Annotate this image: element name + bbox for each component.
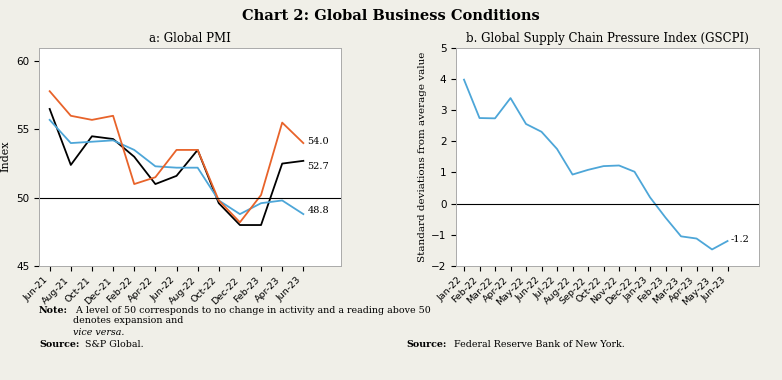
Composite	[214, 201, 224, 206]
Manufacturing	[214, 198, 224, 203]
Manufacturing	[299, 212, 308, 216]
Manufacturing	[278, 198, 287, 203]
Text: A level of 50 corresponds to no change in activity and a reading above 50
denote: A level of 50 corresponds to no change i…	[73, 306, 430, 325]
Composite	[193, 148, 203, 152]
Text: 54.0: 54.0	[307, 137, 329, 146]
Text: -1.2: -1.2	[730, 235, 749, 244]
Composite	[130, 154, 139, 159]
Line: Manufacturing: Manufacturing	[50, 120, 303, 214]
Composite	[256, 223, 266, 227]
Services	[278, 120, 287, 125]
Composite	[151, 182, 160, 186]
Text: Note:: Note:	[39, 306, 68, 315]
Services	[45, 89, 55, 93]
Manufacturing	[151, 164, 160, 169]
Title: b. Global Supply Chain Pressure Index (GSCPI): b. Global Supply Chain Pressure Index (G…	[466, 32, 749, 45]
Text: Source:: Source:	[39, 340, 80, 349]
Composite	[45, 107, 55, 111]
Composite	[235, 223, 245, 227]
Manufacturing	[235, 212, 245, 216]
Services	[151, 175, 160, 179]
Services	[88, 117, 97, 122]
Services	[109, 114, 118, 118]
Manufacturing	[172, 165, 181, 170]
Line: Services: Services	[50, 91, 303, 222]
Composite	[109, 137, 118, 141]
Composite	[299, 158, 308, 163]
Services	[66, 114, 76, 118]
Manufacturing	[109, 138, 118, 142]
Services	[235, 220, 245, 225]
Manufacturing	[66, 141, 76, 146]
Text: 48.8: 48.8	[307, 206, 329, 214]
Manufacturing	[130, 148, 139, 152]
Services	[193, 148, 203, 152]
Title: a: Global PMI: a: Global PMI	[149, 32, 231, 45]
Services	[172, 148, 181, 152]
Composite	[88, 134, 97, 139]
Text: 52.7: 52.7	[307, 162, 329, 171]
Y-axis label: Standard deviations from average value: Standard deviations from average value	[418, 52, 427, 262]
Manufacturing	[88, 139, 97, 144]
Composite	[172, 174, 181, 178]
Services	[214, 198, 224, 203]
Services	[299, 141, 308, 146]
Text: Source:: Source:	[407, 340, 447, 349]
Text: S&P Global.: S&P Global.	[82, 340, 144, 349]
Text: vice versa.: vice versa.	[73, 328, 124, 337]
Composite	[278, 161, 287, 166]
Composite	[66, 163, 76, 167]
Manufacturing	[45, 117, 55, 122]
Services	[256, 193, 266, 197]
Manufacturing	[193, 165, 203, 170]
Y-axis label: Index: Index	[1, 141, 11, 173]
Text: Federal Reserve Bank of New York.: Federal Reserve Bank of New York.	[451, 340, 625, 349]
Text: Chart 2: Global Business Conditions: Chart 2: Global Business Conditions	[242, 10, 540, 24]
Line: Composite: Composite	[50, 109, 303, 225]
Manufacturing	[256, 201, 266, 206]
Services	[130, 182, 139, 186]
